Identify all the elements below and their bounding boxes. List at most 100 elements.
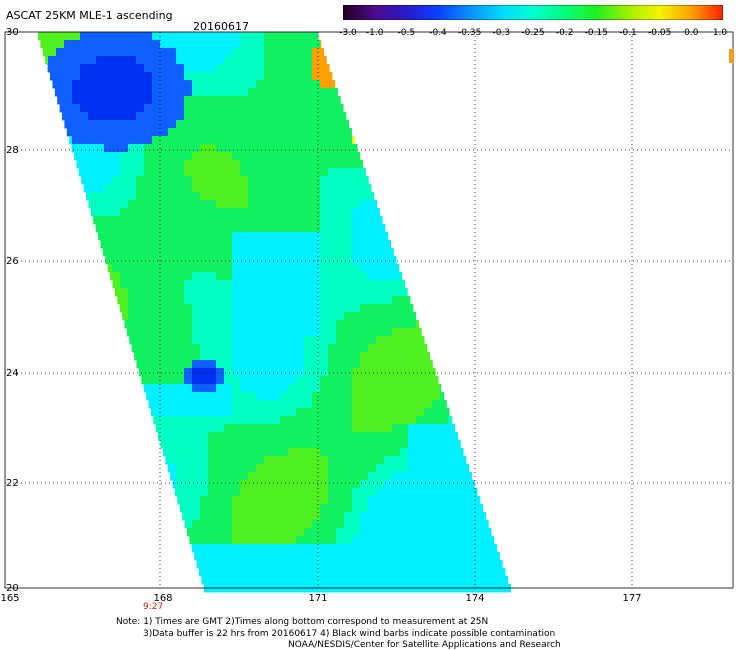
wind-cell — [128, 216, 137, 225]
wind-cell — [376, 288, 385, 297]
wind-cell — [200, 448, 209, 457]
wind-cell — [304, 208, 313, 217]
wind-cell — [232, 288, 241, 297]
wind-cell — [352, 200, 361, 209]
wind-cell — [480, 536, 489, 545]
wind-cell — [200, 496, 209, 505]
wind-cell — [168, 352, 177, 361]
wind-cell — [152, 376, 161, 385]
wind-cell — [400, 400, 409, 409]
wind-cell — [240, 328, 249, 337]
wind-cell — [392, 480, 401, 489]
wind-cell — [336, 200, 345, 209]
wind-cell — [272, 448, 281, 457]
wind-cell — [408, 496, 417, 505]
wind-cell — [312, 48, 321, 57]
wind-cell — [224, 384, 233, 393]
wind-cell — [136, 344, 145, 353]
wind-cell — [232, 344, 241, 353]
wind-cell — [216, 576, 225, 585]
wind-cell — [168, 168, 177, 177]
wind-cell — [216, 368, 225, 377]
wind-cell — [112, 112, 121, 121]
wind-cell — [304, 376, 313, 385]
wind-cell — [272, 264, 281, 273]
wind-cell — [112, 40, 121, 49]
wind-cell — [248, 168, 257, 177]
wind-cell — [248, 32, 257, 41]
wind-cell — [184, 424, 193, 433]
wind-cell — [320, 232, 329, 241]
wind-cell — [360, 432, 369, 441]
wind-cell — [272, 304, 281, 313]
wind-cell — [248, 280, 257, 289]
wind-cell — [136, 144, 145, 153]
wind-cell — [48, 32, 57, 41]
wind-cell — [224, 304, 233, 313]
wind-cell — [248, 480, 257, 489]
wind-cell — [352, 344, 361, 353]
wind-cell — [248, 320, 257, 329]
wind-cell — [288, 144, 297, 153]
wind-cell — [256, 360, 265, 369]
wind-cell — [216, 520, 225, 529]
wind-cell — [192, 64, 201, 73]
wind-cell — [384, 568, 393, 577]
wind-cell — [50, 72, 59, 81]
wind-cell — [312, 304, 321, 313]
wind-cell — [176, 448, 185, 457]
wind-cell — [240, 520, 249, 529]
wind-cell — [304, 384, 313, 393]
wind-cell — [160, 48, 169, 57]
wind-cell — [296, 488, 305, 497]
wind-cell — [192, 280, 201, 289]
wind-cell — [272, 96, 281, 105]
wind-cell — [312, 288, 321, 297]
wind-cell — [360, 200, 369, 209]
wind-cell — [320, 344, 329, 353]
wind-cell — [224, 336, 233, 345]
wind-cell — [456, 472, 465, 481]
wind-cell — [192, 504, 201, 513]
wind-cell — [328, 448, 337, 457]
wind-cell — [336, 568, 345, 577]
wind-cell — [304, 480, 313, 489]
wind-cell — [192, 432, 201, 441]
wind-cell — [152, 40, 161, 49]
wind-cell — [360, 496, 369, 505]
latitude-label: 30 — [6, 27, 19, 38]
wind-cell — [264, 296, 273, 305]
wind-cell — [240, 336, 249, 345]
wind-cell — [232, 144, 241, 153]
wind-cell — [240, 432, 249, 441]
colorbar-label: -0.25 — [521, 28, 545, 38]
wind-cell — [288, 56, 297, 65]
wind-cell — [144, 336, 153, 345]
wind-cell — [232, 456, 241, 465]
wind-cell — [296, 88, 305, 97]
wind-cell — [360, 320, 369, 329]
wind-cell — [360, 248, 369, 257]
wind-cell — [368, 264, 377, 273]
wind-cell — [96, 128, 105, 137]
wind-cell — [320, 192, 329, 201]
latitude-label: 28 — [6, 145, 19, 156]
wind-cell — [280, 368, 289, 377]
wind-cell — [256, 336, 265, 345]
wind-cell — [152, 96, 161, 105]
wind-cell — [128, 40, 137, 49]
wind-cell — [384, 288, 393, 297]
wind-cell — [170, 472, 179, 481]
wind-cell — [144, 208, 153, 217]
wind-cell — [280, 456, 289, 465]
wind-cell — [336, 512, 345, 521]
wind-cell — [200, 480, 209, 489]
wind-cell — [248, 216, 257, 225]
wind-cell — [232, 152, 241, 161]
wind-cell — [184, 224, 193, 233]
wind-cell — [384, 256, 393, 265]
wind-cell — [224, 200, 233, 209]
wind-cell — [296, 56, 305, 65]
wind-cell — [208, 48, 217, 57]
wind-cell — [288, 552, 297, 561]
